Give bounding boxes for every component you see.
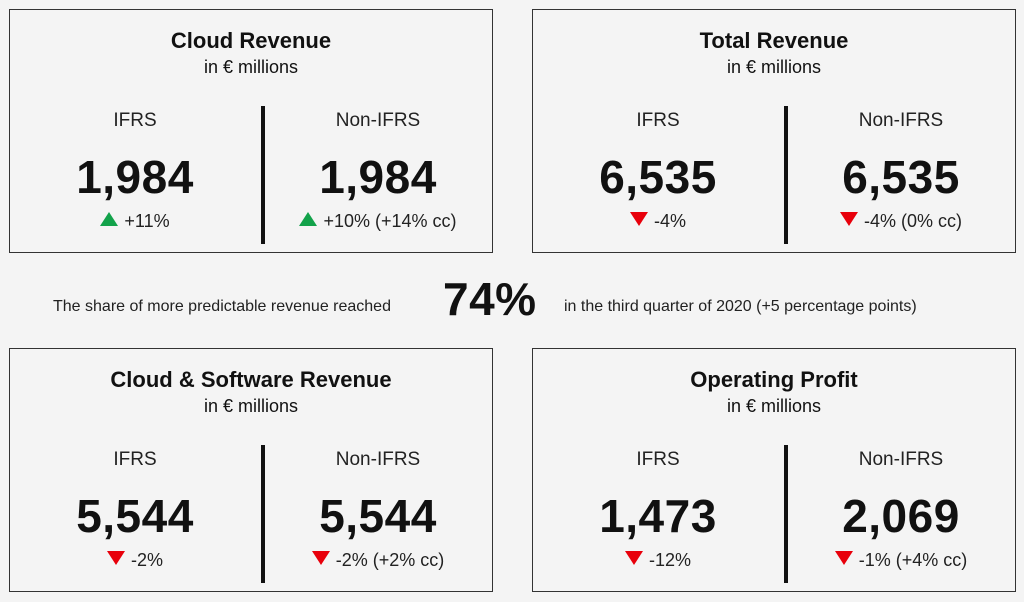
nonifrs-column: Non-IFRS 2,069 -1% (+4% cc) <box>786 445 1016 585</box>
nonifrs-column: Non-IFRS 1,984 +10% (+14% cc) <box>263 106 493 246</box>
ifrs-column: IFRS 1,984 +11% <box>10 106 260 246</box>
triangle-down-icon <box>311 551 330 565</box>
ifrs-column: IFRS 1,473 -12% <box>533 445 783 585</box>
triangle-down-icon <box>629 212 648 226</box>
ifrs-label: IFRS <box>113 449 157 470</box>
ifrs-value: 6,535 <box>599 151 717 203</box>
nonifrs-change-text: +10% (+14% cc) <box>323 211 457 231</box>
nonifrs-column: Non-IFRS 6,535 -4% (0% cc) <box>786 106 1016 246</box>
triangle-down-icon <box>624 551 643 565</box>
card-subtitle: in € millions <box>726 57 822 77</box>
ifrs-column: IFRS 5,544 -2% <box>10 445 260 585</box>
ifrs-change: +11% <box>10 210 260 232</box>
nonifrs-change: +10% (+14% cc) <box>263 210 493 232</box>
ifrs-label: IFRS <box>113 110 157 131</box>
card-title: Cloud Revenue <box>170 28 332 53</box>
column-divider <box>784 445 788 583</box>
column-divider <box>261 445 265 583</box>
ifrs-value: 1,473 <box>599 490 717 542</box>
nonifrs-label: Non-IFRS <box>858 110 944 131</box>
column-divider <box>784 106 788 244</box>
nonifrs-change: -1% (+4% cc) <box>786 549 1016 571</box>
card-title: Cloud & Software Revenue <box>110 367 392 392</box>
card-subtitle: in € millions <box>203 396 299 416</box>
operating-profit-card: Operating Profit in € millions IFRS 1,47… <box>532 348 1016 592</box>
ifrs-label: IFRS <box>636 110 680 131</box>
card-subtitle: in € millions <box>726 396 822 416</box>
triangle-up-icon <box>299 212 318 226</box>
nonifrs-change-text: -2% (+2% cc) <box>335 550 445 570</box>
highlight-prefix: The share of more predictable revenue re… <box>53 298 391 315</box>
triangle-down-icon <box>106 551 125 565</box>
ifrs-change-text: -12% <box>648 550 692 570</box>
cloud-software-revenue-card: Cloud & Software Revenue in € millions I… <box>9 348 493 592</box>
nonifrs-value: 5,544 <box>319 490 437 542</box>
card-title: Total Revenue <box>699 28 849 53</box>
nonifrs-column: Non-IFRS 5,544 -2% (+2% cc) <box>263 445 493 585</box>
ifrs-value: 5,544 <box>76 490 194 542</box>
triangle-down-icon <box>834 551 853 565</box>
nonifrs-change-text: -1% (+4% cc) <box>858 550 968 570</box>
total-revenue-card: Total Revenue in € millions IFRS 6,535 -… <box>532 9 1016 253</box>
triangle-up-icon <box>100 212 119 226</box>
highlight-value: 74% <box>443 273 537 325</box>
ifrs-change-text: +11% <box>124 211 170 231</box>
nonifrs-label: Non-IFRS <box>335 449 421 470</box>
ifrs-column: IFRS 6,535 -4% <box>533 106 783 246</box>
ifrs-change: -2% <box>10 549 260 571</box>
highlight-suffix: in the third quarter of 2020 (+5 percent… <box>564 298 917 315</box>
predictable-revenue-highlight: The share of more predictable revenue re… <box>0 273 1024 329</box>
ifrs-change: -4% <box>533 210 783 232</box>
nonifrs-label: Non-IFRS <box>335 110 421 131</box>
ifrs-change-text: -4% <box>653 211 686 231</box>
card-title: Operating Profit <box>690 367 858 392</box>
column-divider <box>261 106 265 244</box>
nonifrs-change: -4% (0% cc) <box>786 210 1016 232</box>
ifrs-value: 1,984 <box>76 151 194 203</box>
nonifrs-label: Non-IFRS <box>858 449 944 470</box>
nonifrs-value: 6,535 <box>842 151 960 203</box>
ifrs-change-text: -2% <box>130 550 163 570</box>
nonifrs-change-text: -4% (0% cc) <box>863 211 962 231</box>
nonifrs-value: 1,984 <box>319 151 437 203</box>
nonifrs-value: 2,069 <box>842 490 960 542</box>
ifrs-change: -12% <box>533 549 783 571</box>
triangle-down-icon <box>839 212 858 226</box>
card-subtitle: in € millions <box>203 57 299 77</box>
ifrs-label: IFRS <box>636 449 680 470</box>
nonifrs-change: -2% (+2% cc) <box>263 549 493 571</box>
cloud-revenue-card: Cloud Revenue in € millions IFRS 1,984 +… <box>9 9 493 253</box>
